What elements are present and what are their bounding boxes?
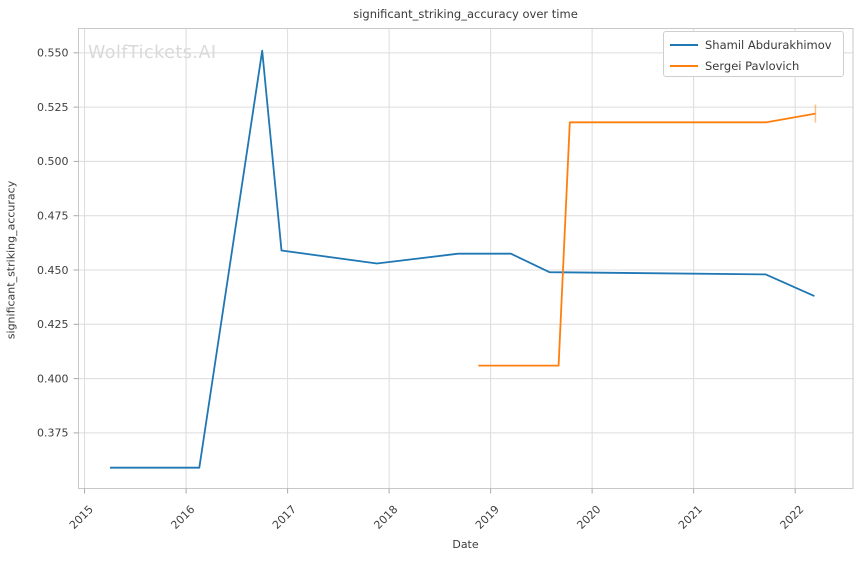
svg-text:2022: 2022	[777, 503, 806, 532]
svg-text:2019: 2019	[473, 503, 502, 532]
legend-line-swatch-orange	[670, 64, 698, 67]
x-tick-labels: 2015 2016 2017 2018 2019 2020 2021 2022	[67, 503, 807, 532]
plot-border	[78, 28, 854, 489]
chart-title: significant_striking_accuracy over time	[353, 7, 578, 21]
svg-text:0.450: 0.450	[37, 264, 69, 277]
svg-text:0.500: 0.500	[37, 155, 69, 168]
svg-text:0.425: 0.425	[37, 318, 69, 331]
watermark-text: WolfTickets.AI	[88, 43, 217, 63]
svg-text:0.375: 0.375	[37, 427, 69, 440]
gridlines	[78, 28, 853, 489]
legend-item-sergei-pavlovich: Sergei Pavlovich	[670, 55, 843, 76]
svg-text:2015: 2015	[67, 503, 96, 532]
y-tick-labels: 0.375 0.400 0.425 0.450 0.475 0.500 0.525 0.550	[37, 47, 69, 440]
svg-text:0.550: 0.550	[37, 47, 69, 60]
svg-text:2017: 2017	[270, 503, 299, 532]
svg-text:0.475: 0.475	[37, 210, 69, 223]
y-axis-label: significant_striking_accuracy	[4, 180, 18, 340]
svg-text:2020: 2020	[574, 503, 603, 532]
legend: Shamil Abdurakhimov Sergei Pavlovich	[663, 31, 844, 77]
svg-text:2021: 2021	[676, 503, 705, 532]
svg-text:2016: 2016	[168, 503, 197, 532]
svg-text:2018: 2018	[371, 503, 400, 532]
series-line-sergei-pavlovich	[478, 112, 816, 367]
svg-text:0.525: 0.525	[37, 101, 69, 114]
series-line-shamil-abdurakhimov	[110, 49, 815, 469]
legend-label: Shamil Abdurakhimov	[705, 37, 832, 52]
tick-marks	[73, 52, 796, 494]
legend-line-swatch-blue	[670, 43, 698, 46]
legend-label: Sergei Pavlovich	[705, 58, 800, 73]
legend-item-shamil-abdurakhimov: Shamil Abdurakhimov	[670, 34, 843, 55]
x-axis-label: Date	[452, 538, 479, 551]
svg-text:0.400: 0.400	[37, 372, 69, 385]
